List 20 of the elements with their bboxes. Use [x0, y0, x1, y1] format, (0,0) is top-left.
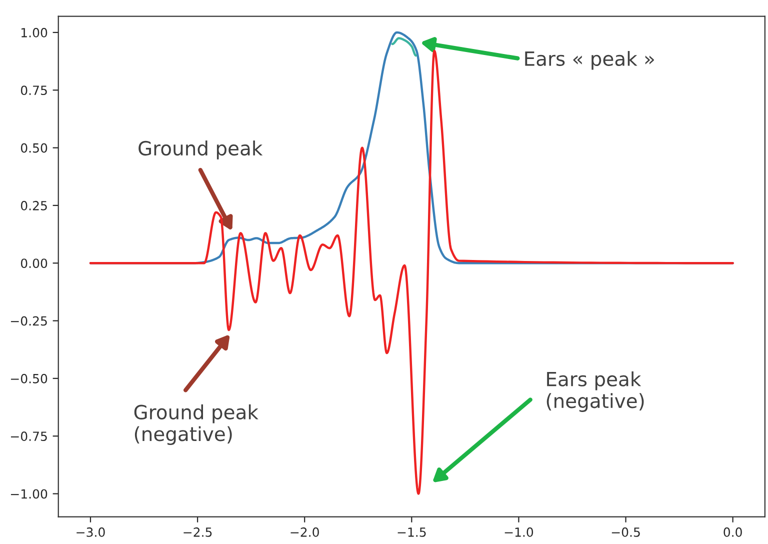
y-tick-label: 0.75 — [20, 86, 47, 96]
x-tick-label: −1.5 — [398, 528, 426, 537]
annotation: Ground peak (negative) — [134, 404, 258, 446]
x-tick-label: −0.5 — [612, 527, 640, 537]
y-tick-label: −1.00 — [10, 489, 48, 499]
y-tick-label: 1.00 — [21, 28, 48, 38]
y-tick-label: 0.00 — [20, 258, 48, 268]
x-tick-label: −2.5 — [184, 527, 212, 537]
x-tick-label: −2.0 — [290, 527, 319, 537]
x-tick-label: −3.0 — [76, 527, 105, 537]
x-tick-label: 0.0 — [724, 527, 742, 537]
annotation: Ground peak — [138, 140, 263, 160]
annotation: Ears peak (negative) — [546, 371, 644, 412]
annotation: Ears « peak » — [525, 50, 654, 70]
y-tick-label: 0.25 — [20, 200, 47, 210]
y-tick-label: 0.50 — [20, 143, 48, 153]
y-tick-label: −0.75 — [10, 432, 47, 442]
x-tick-label: −1.0 — [504, 527, 534, 537]
y-tick-label: −0.25 — [10, 316, 47, 326]
y-tick-label: −0.50 — [10, 374, 48, 384]
